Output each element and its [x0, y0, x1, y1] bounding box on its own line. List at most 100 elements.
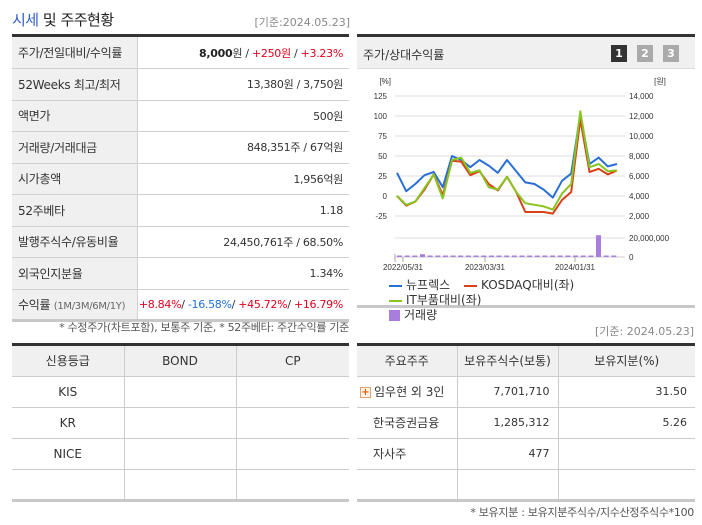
- svg-text:4,000: 4,000: [629, 192, 650, 201]
- price-change: +250원: [251, 46, 291, 60]
- chart-page-2-button[interactable]: 2: [637, 45, 653, 62]
- return-1m: +8.84%: [138, 297, 182, 311]
- price-chart: [%] [원] 125 14,000 100 12,000 75 10,000 50 8,000 2…: [374, 77, 670, 272]
- shareholder-name-text: 임우현 외 3인: [374, 385, 445, 399]
- legend-label: 거래량: [404, 308, 438, 322]
- svg-text:25: 25: [378, 172, 387, 181]
- cp-cell: [236, 469, 349, 502]
- shareholders-as-of-date: [기준: 2024.05.23]: [594, 325, 694, 338]
- svg-text:6,000: 6,000: [629, 172, 650, 181]
- returns-period-label: (1M/3M/6M/1Y): [53, 300, 126, 312]
- chart-page-1-button[interactable]: 1: [611, 45, 627, 62]
- bond-cell: [124, 376, 237, 408]
- line-swatch-icon: [389, 284, 402, 287]
- pct-cell: [558, 438, 695, 470]
- legend-item-volume[interactable]: 거래량: [389, 308, 437, 322]
- table-row: + 임우현 외 3인 7,701,710 31.50: [357, 376, 695, 408]
- svg-text:2023/03/31: 2023/03/31: [465, 263, 506, 272]
- row-market-cap: 시가총액 1,956억원: [12, 163, 349, 195]
- row-value: +8.84%/ -16.58%/ +45.72%/ +16.79%: [137, 289, 349, 322]
- price: 8,000: [199, 46, 233, 60]
- chart-title: 주가/상대수익률: [363, 48, 445, 62]
- row-label: 발행주식수/유동비율: [12, 226, 138, 258]
- table-row: [12, 469, 349, 502]
- row-label: 52주베타: [12, 194, 138, 227]
- row-shares-issued: 발행주식수/유동비율 24,450,761주 / 68.50%: [12, 226, 349, 258]
- line-swatch-icon: [389, 299, 402, 302]
- row-label: 시가총액: [12, 163, 138, 195]
- col-header: 보유지분(%): [558, 346, 695, 377]
- legend-item-kosdaq[interactable]: KOSDAQ대비(좌): [464, 278, 574, 292]
- line-swatch-icon: [464, 284, 477, 287]
- row-value: 24,450,761주 / 68.50%: [137, 226, 349, 258]
- agency-cell: KR: [12, 407, 125, 439]
- chart-page-3-button[interactable]: 3: [663, 45, 679, 62]
- col-header: CP: [236, 346, 349, 377]
- row-volume: 거래량/거래대금 848,351주 / 67억원: [12, 131, 349, 164]
- row-value: 1.18: [137, 194, 349, 227]
- row-returns: 수익률 (1M/3M/6M/1Y) +8.84%/ -16.58%/ +45.7…: [12, 289, 349, 322]
- svg-text:125: 125: [374, 92, 388, 101]
- shareholder-name: [357, 469, 458, 502]
- credit-rating-table: 신용등급 BOND CP KIS KR NICE: [12, 346, 349, 502]
- shares-cell: [457, 469, 559, 502]
- legend-item-newflex[interactable]: 뉴프렉스: [389, 278, 450, 292]
- legend-item-it-parts[interactable]: IT부품대비(좌): [389, 293, 481, 307]
- svg-text:12,000: 12,000: [629, 112, 654, 121]
- legend-label: IT부품대비(좌): [406, 293, 482, 307]
- row-value: 500원: [137, 100, 349, 132]
- separator: /: [242, 46, 252, 60]
- return-1y: +16.79%: [293, 297, 343, 311]
- svg-text:2024/01/31: 2024/01/31: [555, 263, 596, 272]
- shareholder-name: 자사주: [357, 438, 458, 470]
- svg-text:[원]: [원]: [654, 77, 666, 86]
- expand-plus-icon[interactable]: +: [360, 387, 371, 398]
- row-par-value: 액면가 500원: [12, 100, 349, 132]
- returns-label: 수익률: [18, 297, 51, 312]
- svg-text:8,000: 8,000: [629, 152, 650, 161]
- shareholder-name: 한국증권금융: [357, 407, 458, 439]
- shares-cell: 1,285,312: [457, 407, 559, 439]
- row-value: 13,380원 / 3,750원: [137, 68, 349, 101]
- svg-text:100: 100: [374, 112, 388, 121]
- table-row: [357, 469, 695, 502]
- price-footnote: * 수정주가(차트포함), 보통주 기준, * 52주베타: 주간수익률 기준: [59, 321, 349, 334]
- box-swatch-icon: [389, 310, 400, 321]
- agency-cell: KIS: [12, 376, 125, 408]
- shareholder-name[interactable]: + 임우현 외 3인: [357, 376, 458, 408]
- table-row: KR: [12, 407, 349, 439]
- svg-text:0: 0: [383, 192, 388, 201]
- legend-label: 뉴프렉스: [406, 278, 451, 292]
- bond-cell: [124, 438, 237, 470]
- return-3m: -16.58%: [187, 297, 232, 311]
- chart-panel: 주가/상대수익률 1 2 3 [%] [원] 125 1 4,000 100 12,000 7…: [357, 34, 695, 322]
- chart-header: 주가/상대수익률 1 2 3: [357, 37, 695, 69]
- row-52weeks: 52Weeks 최고/최저 13,380원 / 3,750원: [12, 68, 349, 101]
- pct-cell: [558, 469, 695, 502]
- agency-cell: NICE: [12, 438, 125, 470]
- title-rest: 및 주주현황: [38, 11, 114, 29]
- chart-legend: 뉴프렉스 KOSDAQ대비(좌) IT부품대비(좌) 거래량: [389, 278, 689, 323]
- title-highlight: 시세: [12, 11, 39, 29]
- cp-cell: [236, 438, 349, 470]
- row-label: 액면가: [12, 100, 138, 132]
- agency-cell: [12, 469, 125, 502]
- shares-cell: 7,701,710: [457, 376, 559, 408]
- row-label: 수익률 (1M/3M/6M/1Y): [12, 289, 138, 322]
- col-header: 신용등급: [12, 346, 125, 377]
- row-price: 주가/전일대비/수익률 8,000원 / +250원 / +3.23%: [12, 37, 349, 69]
- table-row: NICE: [12, 438, 349, 470]
- row-value: 8,000원 / +250원 / +3.23%: [137, 37, 349, 69]
- svg-text:20,000,000: 20,000,000: [629, 234, 670, 243]
- svg-text:75: 75: [378, 132, 387, 141]
- price-info-table: 주가/전일대비/수익률 8,000원 / +250원 / +3.23% 52We…: [12, 37, 349, 322]
- col-header: 보유주식수(보통): [457, 346, 559, 377]
- svg-text:[%]: [%]: [379, 77, 391, 86]
- table-header-row: 신용등급 BOND CP: [12, 346, 349, 377]
- bond-cell: [124, 407, 237, 439]
- shares-cell: 477: [457, 438, 559, 470]
- svg-text:2022/05/31: 2022/05/31: [383, 263, 424, 272]
- svg-text:50: 50: [378, 152, 387, 161]
- row-label: 52Weeks 최고/최저: [12, 68, 138, 101]
- row-beta: 52주베타 1.18: [12, 194, 349, 227]
